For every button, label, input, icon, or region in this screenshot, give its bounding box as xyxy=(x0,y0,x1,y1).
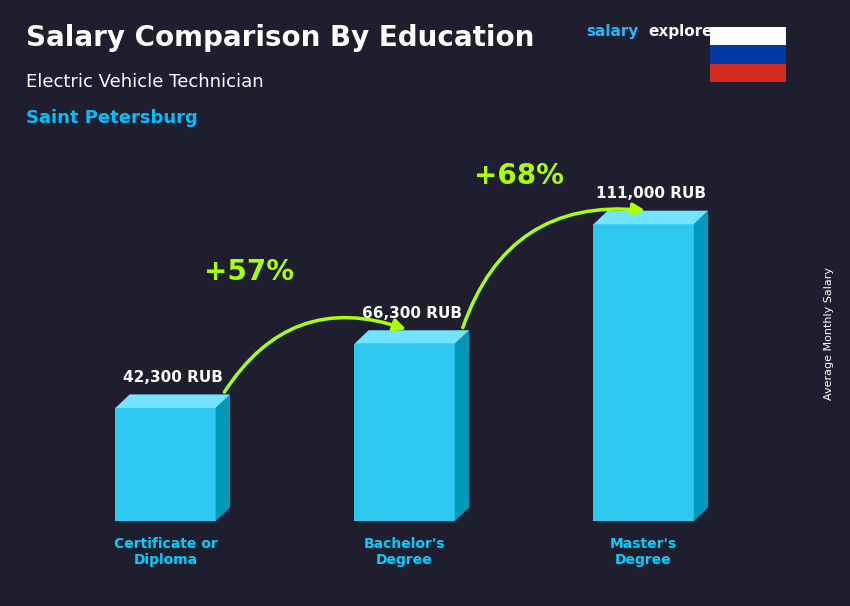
Text: Salary Comparison By Education: Salary Comparison By Education xyxy=(26,24,534,52)
Polygon shape xyxy=(216,395,230,521)
Polygon shape xyxy=(593,211,708,224)
Polygon shape xyxy=(116,395,230,408)
FancyArrowPatch shape xyxy=(462,204,641,328)
Text: Bachelor's
Degree: Bachelor's Degree xyxy=(364,537,445,567)
Text: explorer.com: explorer.com xyxy=(649,24,759,39)
Polygon shape xyxy=(694,211,708,521)
Text: 66,300 RUB: 66,300 RUB xyxy=(362,305,462,321)
Bar xyxy=(710,27,786,45)
Text: +57%: +57% xyxy=(204,258,294,286)
Text: salary: salary xyxy=(586,24,639,39)
Text: Electric Vehicle Technician: Electric Vehicle Technician xyxy=(26,73,264,91)
Bar xyxy=(710,64,786,82)
Text: Saint Petersburg: Saint Petersburg xyxy=(26,109,197,127)
Text: Master's
Degree: Master's Degree xyxy=(610,537,677,567)
Polygon shape xyxy=(455,330,469,521)
Bar xyxy=(710,45,786,64)
Text: 42,300 RUB: 42,300 RUB xyxy=(122,370,223,385)
Text: +68%: +68% xyxy=(474,162,564,190)
Text: Average Monthly Salary: Average Monthly Salary xyxy=(824,267,835,400)
FancyArrowPatch shape xyxy=(224,318,403,392)
Polygon shape xyxy=(116,408,216,521)
Text: 111,000 RUB: 111,000 RUB xyxy=(596,186,705,201)
Polygon shape xyxy=(354,330,469,344)
Text: Certificate or
Diploma: Certificate or Diploma xyxy=(114,537,218,567)
Polygon shape xyxy=(593,224,694,521)
Polygon shape xyxy=(354,344,455,521)
